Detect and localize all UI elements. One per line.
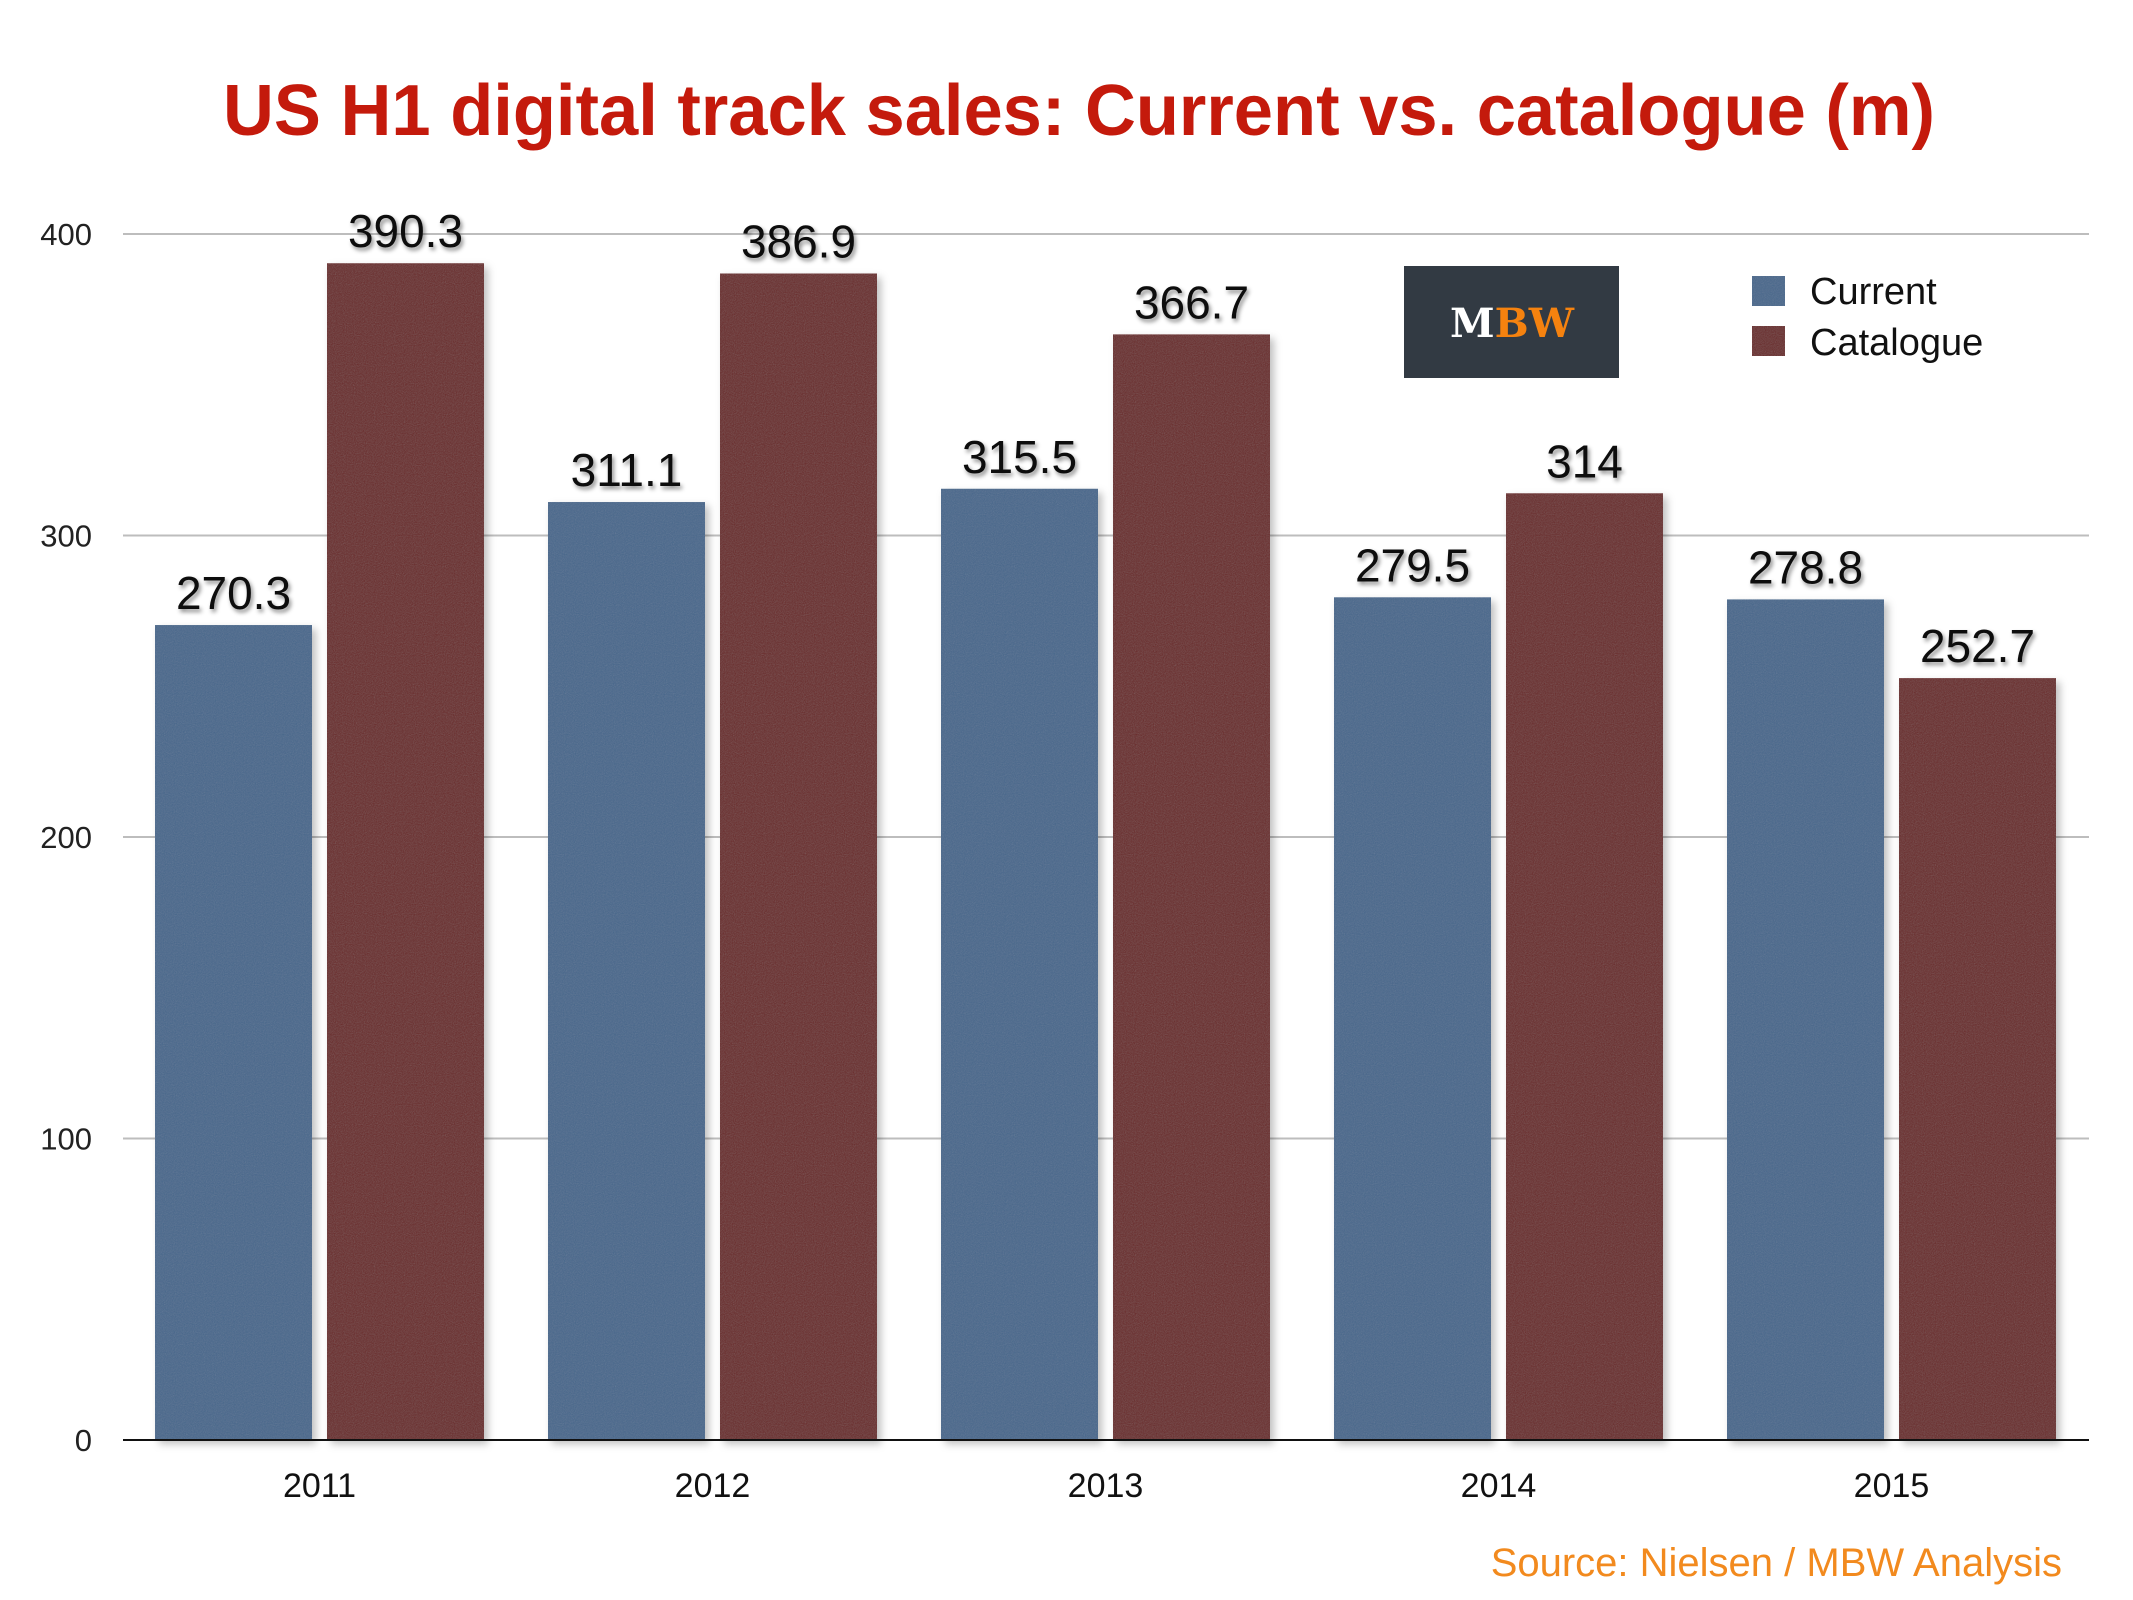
y-tick-label: 0 xyxy=(75,1423,92,1458)
bar-current-2012 xyxy=(548,502,705,1440)
bar-current-2013 xyxy=(941,488,1098,1441)
y-tick-label: 200 xyxy=(40,820,92,855)
x-tick-label: 2011 xyxy=(283,1467,356,1505)
legend-swatch-catalogue xyxy=(1752,326,1785,356)
legend-swatch-current xyxy=(1752,276,1785,306)
logo-text-m: M xyxy=(1450,300,1495,347)
y-tick-label: 300 xyxy=(40,519,92,554)
bar-current-2014 xyxy=(1334,597,1491,1440)
x-tick-label: 2012 xyxy=(675,1467,751,1505)
value-label-current-2013: 315.5 xyxy=(962,431,1077,483)
value-label-catalogue-2014: 314 xyxy=(1546,435,1623,487)
x-tick-label: 2013 xyxy=(1068,1467,1144,1505)
x-tick-label: 2015 xyxy=(1854,1467,1930,1505)
logo-text-bw: BW xyxy=(1495,300,1575,347)
y-tick-label: 100 xyxy=(40,1122,92,1157)
value-label-current-2015: 278.8 xyxy=(1748,541,1863,593)
value-label-catalogue-2015: 252.7 xyxy=(1920,620,2035,672)
legend-item-current: Current xyxy=(1752,271,1937,313)
legend-item-catalogue: Catalogue xyxy=(1752,322,1983,364)
logo-background xyxy=(1404,266,1619,378)
bar-catalogue-2012 xyxy=(720,273,877,1441)
legend: Current Catalogue xyxy=(1752,271,1983,364)
legend-label-current: Current xyxy=(1810,271,1937,313)
value-label-catalogue-2012: 386.9 xyxy=(741,215,856,267)
source-note: Source: Nielsen / MBW Analysis xyxy=(1491,1541,2062,1585)
bar-catalogue-2015 xyxy=(1899,678,2056,1440)
bar-current-2011 xyxy=(155,625,312,1440)
bar-catalogue-2013 xyxy=(1113,334,1270,1440)
legend-label-catalogue: Catalogue xyxy=(1810,322,1983,364)
value-labels: 270.3 390.3 311.1 386.9 315.5 366.7 279.5 314 27… xyxy=(176,205,2035,672)
y-axis-ticks: 0 100 200 300 400 xyxy=(40,217,92,1458)
value-label-current-2011: 270.3 xyxy=(176,567,291,619)
bar-catalogue-2014 xyxy=(1506,493,1663,1440)
bar-current-2015 xyxy=(1727,599,1884,1440)
y-tick-label: 400 xyxy=(40,217,92,252)
chart-title: US H1 digital track sales: Current vs. c… xyxy=(223,71,1935,151)
value-label-current-2012: 311.1 xyxy=(571,444,683,496)
value-label-catalogue-2013: 366.7 xyxy=(1134,276,1249,328)
value-label-current-2014: 279.5 xyxy=(1355,539,1470,591)
value-label-catalogue-2011: 390.3 xyxy=(348,205,463,257)
bar-catalogue-2011 xyxy=(327,263,484,1441)
logo-text: MBW xyxy=(1450,300,1575,347)
mbw-logo: MBW xyxy=(1404,266,1619,378)
x-axis-labels: 2011 2012 2013 2014 2015 xyxy=(283,1467,1929,1505)
bars xyxy=(155,263,2056,1441)
x-tick-label: 2014 xyxy=(1461,1467,1537,1505)
